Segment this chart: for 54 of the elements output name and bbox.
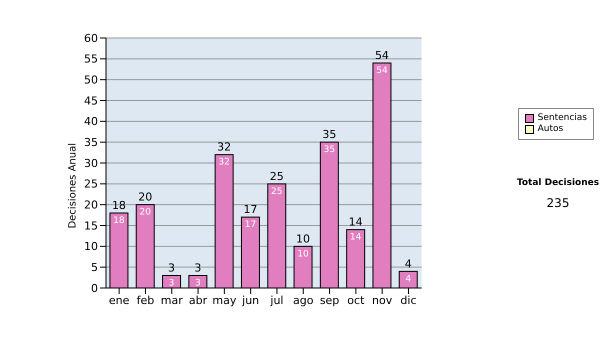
total-label: 18 bbox=[112, 199, 126, 212]
data-label: 3 bbox=[194, 278, 201, 288]
data-label: 3 bbox=[168, 278, 174, 288]
data-label: 54 bbox=[376, 66, 388, 76]
total-label: 54 bbox=[374, 49, 389, 62]
y-tick-label: 30 bbox=[84, 156, 98, 170]
x-tick-label: mar bbox=[160, 294, 184, 307]
x-tick-label: ene bbox=[108, 294, 130, 307]
y-tick-label: 45 bbox=[84, 94, 98, 108]
data-label: 4 bbox=[405, 274, 412, 284]
y-tick-label: 40 bbox=[84, 115, 98, 128]
total-label: 3 bbox=[168, 262, 176, 274]
total-label: 25 bbox=[270, 170, 284, 183]
data-label: 25 bbox=[271, 186, 282, 197]
total-label: 3 bbox=[194, 262, 202, 274]
total-label: 14 bbox=[348, 216, 363, 229]
data-label: 10 bbox=[297, 249, 310, 260]
data-label: 18 bbox=[113, 216, 125, 226]
legend-label: Sentencias bbox=[538, 113, 587, 124]
data-label: 20 bbox=[140, 208, 152, 218]
y-tick-label: 60 bbox=[84, 32, 98, 45]
y-axis-title: Decisiones Anual bbox=[68, 143, 79, 229]
y-tick-label: 50 bbox=[84, 74, 98, 87]
x-tick-label: may bbox=[212, 294, 237, 307]
y-tick-label: 5 bbox=[91, 261, 98, 274]
total-label: 35 bbox=[322, 128, 336, 142]
total-label: 32 bbox=[217, 140, 232, 154]
text: Total Decisiones bbox=[516, 178, 600, 188]
data-label: 17 bbox=[244, 220, 256, 230]
total-label: 10 bbox=[296, 232, 310, 246]
x-tick-label: jun bbox=[241, 294, 260, 307]
total-label: 17 bbox=[243, 203, 258, 216]
x-tick-label: abr bbox=[188, 294, 208, 307]
y-tick-label: 55 bbox=[84, 52, 98, 66]
y-tick-label: 0 bbox=[91, 282, 98, 295]
y-tick-label: 25 bbox=[84, 178, 98, 191]
text: 235 bbox=[546, 196, 570, 210]
y-tick-label: 20 bbox=[84, 198, 98, 212]
x-tick-label: dic bbox=[400, 294, 417, 307]
data-label: 14 bbox=[350, 232, 362, 243]
data-label: 35 bbox=[324, 145, 336, 156]
x-tick-label: feb bbox=[136, 294, 154, 307]
x-tick-label: nov bbox=[372, 294, 393, 307]
total-label: 4 bbox=[404, 257, 412, 270]
y-tick-label: 15 bbox=[84, 219, 98, 232]
y-tick-label: 10 bbox=[84, 240, 98, 254]
y-tick-label: 35 bbox=[84, 136, 98, 150]
data-label: 32 bbox=[218, 158, 230, 168]
x-tick-label: sep bbox=[320, 294, 340, 307]
x-tick-label: oct bbox=[347, 294, 366, 307]
total-label: 20 bbox=[138, 190, 152, 204]
x-tick-label: jul bbox=[269, 294, 284, 307]
legend-label: Autos bbox=[538, 124, 564, 135]
x-tick-label: ago bbox=[293, 294, 314, 307]
